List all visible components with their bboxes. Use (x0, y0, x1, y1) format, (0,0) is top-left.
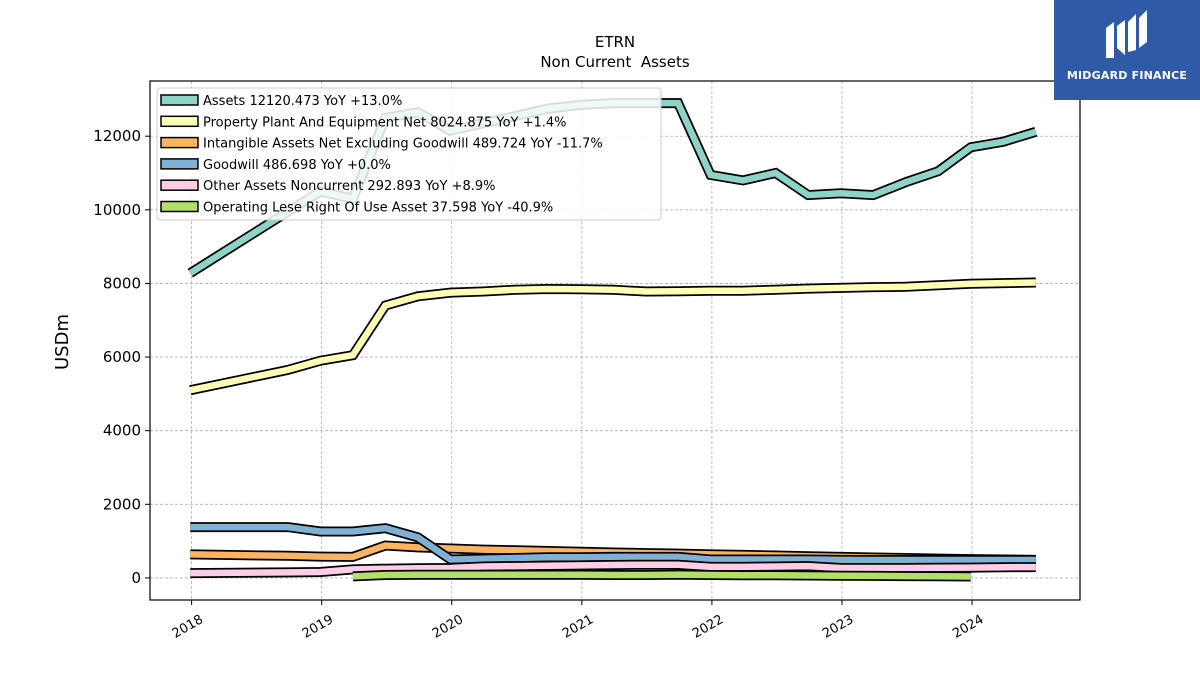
y-tick-label: 8000 (103, 274, 141, 292)
y-tick-label: 6000 (103, 348, 141, 366)
x-tick-label: 2022 (690, 612, 726, 642)
series-3 (190, 522, 1036, 565)
series-line-outline (189, 277, 1036, 396)
logo-icon (1106, 10, 1147, 58)
legend-swatch (160, 115, 199, 128)
y-tick-label: 10000 (93, 201, 141, 219)
y-tick-label: 4000 (103, 422, 141, 440)
legend-swatch (160, 179, 199, 191)
x-tick-label: 2021 (560, 612, 596, 642)
legend-swatch (160, 158, 199, 170)
y-tick-label: 2000 (103, 495, 141, 513)
legend-label: Property Plant And Equipment Net 8024.87… (203, 115, 567, 130)
series-1 (189, 277, 1036, 396)
series-5 (352, 569, 971, 582)
legend-swatch (160, 136, 199, 149)
brand-name: MIDGARD FINANCE (1066, 69, 1188, 82)
legend-label: Intangible Assets Net Excluding Goodwill… (203, 137, 603, 152)
series-line (190, 561, 1036, 577)
series-line (189, 279, 1036, 394)
series-4 (190, 559, 1036, 579)
y-axis-label: USDm (52, 314, 73, 370)
series-line (352, 571, 971, 580)
legend: Assets 12120.473 YoY +13.0% Property Plan… (156, 87, 662, 221)
x-tick-label: 2019 (300, 612, 336, 642)
legend-label: Operating Lese Right Of Use Asset 37.598… (203, 201, 553, 216)
chart-subtitle: Non Current Assets (540, 53, 690, 71)
y-tick-label: 0 (131, 569, 141, 587)
legend-swatch (160, 94, 199, 106)
chart-title: ETRN (595, 33, 635, 51)
x-tick-label: 2023 (820, 612, 856, 642)
series-line (190, 523, 1036, 564)
x-tick-label: 2024 (950, 612, 986, 642)
legend-label: Other Assets Noncurrent 292.893 YoY +8.9… (203, 179, 495, 194)
brand-logo: MIDGARD FINANCE (1054, 0, 1200, 100)
legend-label: Goodwill 486.698 YoY +0.0% (203, 158, 391, 173)
plot-frame (149, 80, 1081, 601)
legend-box (156, 87, 662, 221)
y-tick-label: 12000 (93, 127, 141, 145)
x-tick-label: 2018 (170, 612, 206, 642)
legend-swatch (160, 200, 199, 213)
legend-label: Assets 12120.473 YoY +13.0% (203, 94, 402, 109)
x-tick-label: 2020 (430, 612, 466, 642)
